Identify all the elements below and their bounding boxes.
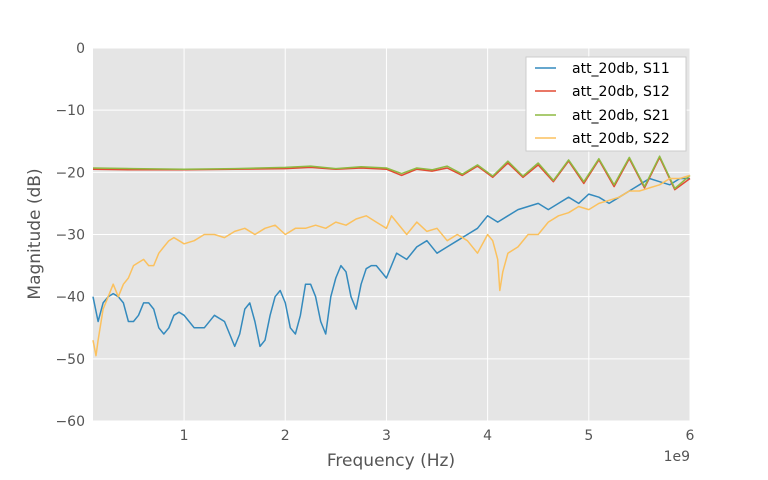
x-tick-label: 3 <box>382 428 391 444</box>
x-offset-text: 1e9 <box>664 449 690 465</box>
x-axis-label: Frequency (Hz) <box>327 451 455 471</box>
x-tick-label: 2 <box>281 428 290 444</box>
legend-label-s11: att_20db, S11 <box>572 61 670 77</box>
series-lines <box>92 155 691 357</box>
y-tick-label: −10 <box>55 103 85 119</box>
legend-box <box>525 56 687 152</box>
y-tick-label: 0 <box>76 41 85 57</box>
legend-label-s21: att_20db, S21 <box>572 108 670 124</box>
y-tick-label: −20 <box>55 165 85 181</box>
legend-label-s22: att_20db, S22 <box>572 131 670 147</box>
x-tick-label: 5 <box>584 428 593 444</box>
y-tick-label: −40 <box>55 290 85 306</box>
tick-labels: 1 2 3 4 5 6 0 −10 −20 −30 −40 −50 −60 <box>55 41 694 444</box>
legend: att_20db, S11 att_20db, S12 att_20db, S2… <box>525 56 687 152</box>
y-tick-label: −30 <box>55 228 85 244</box>
series-line-3 <box>92 155 691 190</box>
series-line-4 <box>92 174 691 357</box>
legend-label-s12: att_20db, S12 <box>572 84 670 100</box>
x-tick-label: 6 <box>686 428 695 444</box>
y-tick-label: −50 <box>55 352 85 368</box>
y-axis-label: Magnitude (dB) <box>25 168 45 299</box>
x-tick-label: 4 <box>483 428 492 444</box>
series-line-1 <box>92 177 690 348</box>
x-tick-label: 1 <box>180 428 189 444</box>
y-tick-label: −60 <box>55 414 85 430</box>
series-line-2 <box>92 156 691 191</box>
